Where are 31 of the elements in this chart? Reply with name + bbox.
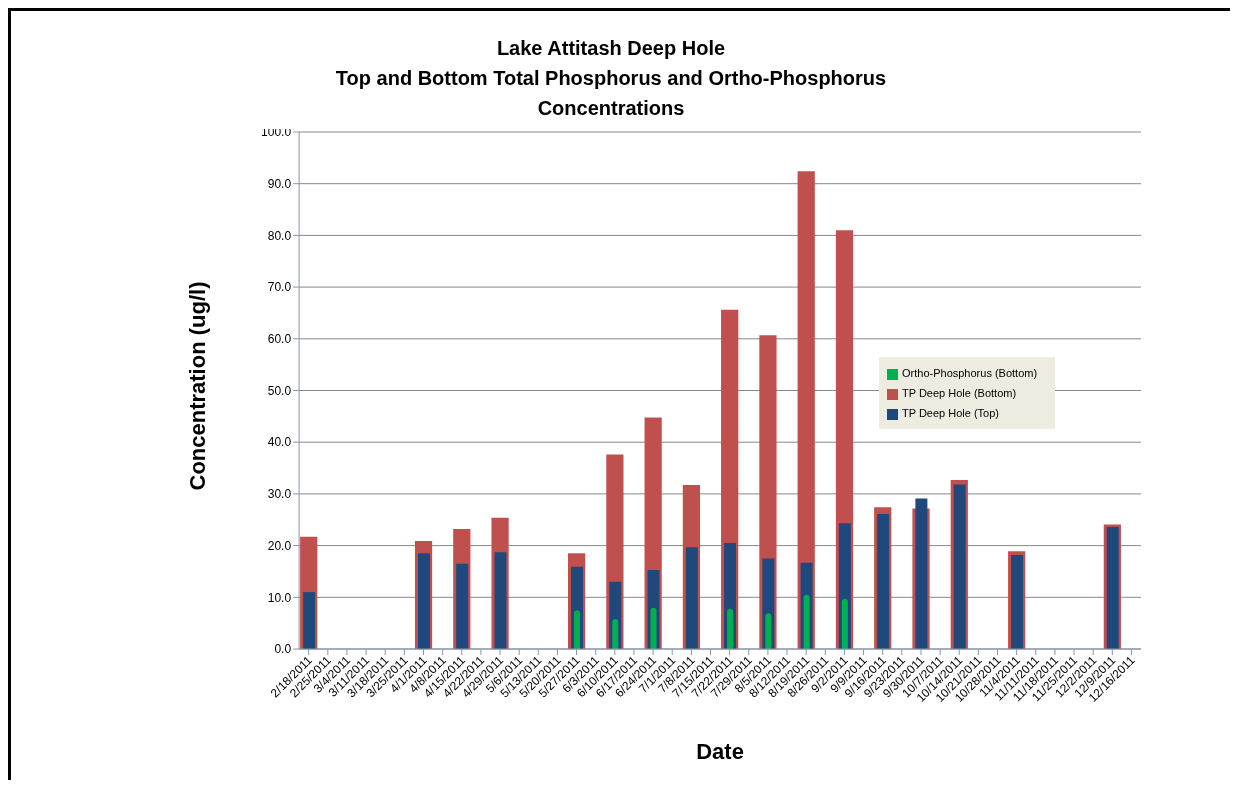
y-tick-label: 60.0 [267,332,292,347]
legend-label: TP Deep Hole (Top) [902,407,1000,419]
bar [685,547,698,649]
bar [953,484,966,649]
y-tick-label: 50.0 [267,383,292,398]
legend-label: TP Deep Hole (Bottom) [902,387,1017,399]
legend-label: Ortho-Phosphorus (Bottom) [902,367,1038,379]
chart-title: Lake Attitash Deep Hole Top and Bottom Total Phosphorus and Ortho-Phosphorus Concentrations [334,36,888,121]
bar [650,607,657,649]
bar [303,592,316,649]
bar [877,514,890,649]
bar [765,613,772,649]
bar [841,598,848,649]
bar [573,610,580,649]
bar [456,563,469,649]
y-axis-title: Concentration (ug/l) [184,281,210,491]
bar [494,552,507,649]
x-axis-title: Date [696,739,744,764]
y-tick-label: 90.0 [267,176,292,191]
y-tick-label: 20.0 [267,538,292,553]
y-tick-label: 30.0 [267,487,292,502]
bar [417,553,430,649]
y-tick-label: 10.0 [267,590,292,605]
bar [915,498,928,649]
y-tick-label: 0.0 [274,642,292,657]
y-tick-label: 70.0 [267,280,292,295]
y-tick-label: 40.0 [267,435,292,450]
bar [727,608,734,649]
bar [803,594,810,649]
bar [612,619,619,649]
y-tick-label: 80.0 [267,228,292,243]
